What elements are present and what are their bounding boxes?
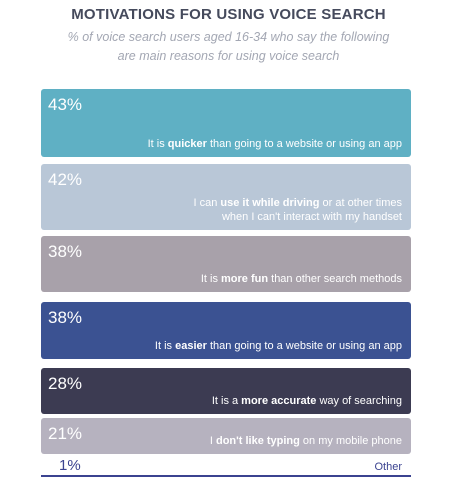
bar-driving: 42% I can use it while driving or at oth…	[41, 164, 411, 230]
bar-more-accurate: 28% It is a more accurate way of searchi…	[41, 368, 411, 414]
bar-value-label: 38%	[48, 308, 83, 327]
other-value-label: 1%	[59, 457, 81, 474]
bar-no-typing: 21% I don't like typing on my mobile pho…	[41, 418, 411, 454]
bar-value-label: 28%	[48, 374, 83, 393]
bar-value-label: 21%	[48, 424, 83, 443]
chart-title: MOTIVATIONS FOR USING VOICE SEARCH	[71, 6, 386, 23]
bar-value-label: 42%	[48, 170, 83, 189]
bar-category-label: It is a more accurate way of searching	[211, 395, 402, 407]
bar-category-label: It is more fun than other search methods	[200, 273, 402, 285]
bar-more-fun: 38% It is more fun than other search met…	[41, 236, 411, 292]
bar-category-label: I don't like typing on my mobile phone	[209, 435, 402, 447]
bar-value-label: 43%	[48, 95, 83, 114]
bar-quicker: 43% It is quicker than going to a websit…	[41, 89, 411, 157]
bar-value-label: 38%	[48, 242, 83, 261]
other-bar	[41, 475, 411, 477]
bar-easier: 38% It is easier than going to a website…	[41, 302, 411, 359]
bar-category-label: It is easier than going to a website or …	[154, 340, 402, 352]
other-category-label: Other	[374, 461, 402, 473]
subtitle-line-1: % of voice search users aged 16-34 who s…	[67, 30, 390, 44]
bar-category-label: I can use it while driving or at other t…	[193, 197, 402, 223]
bar-category-label: It is quicker than going to a website or…	[147, 138, 402, 150]
chart-subtitle: % of voice search users aged 16-34 who s…	[30, 28, 427, 66]
subtitle-line-2: are main reasons for using voice search	[117, 49, 340, 63]
